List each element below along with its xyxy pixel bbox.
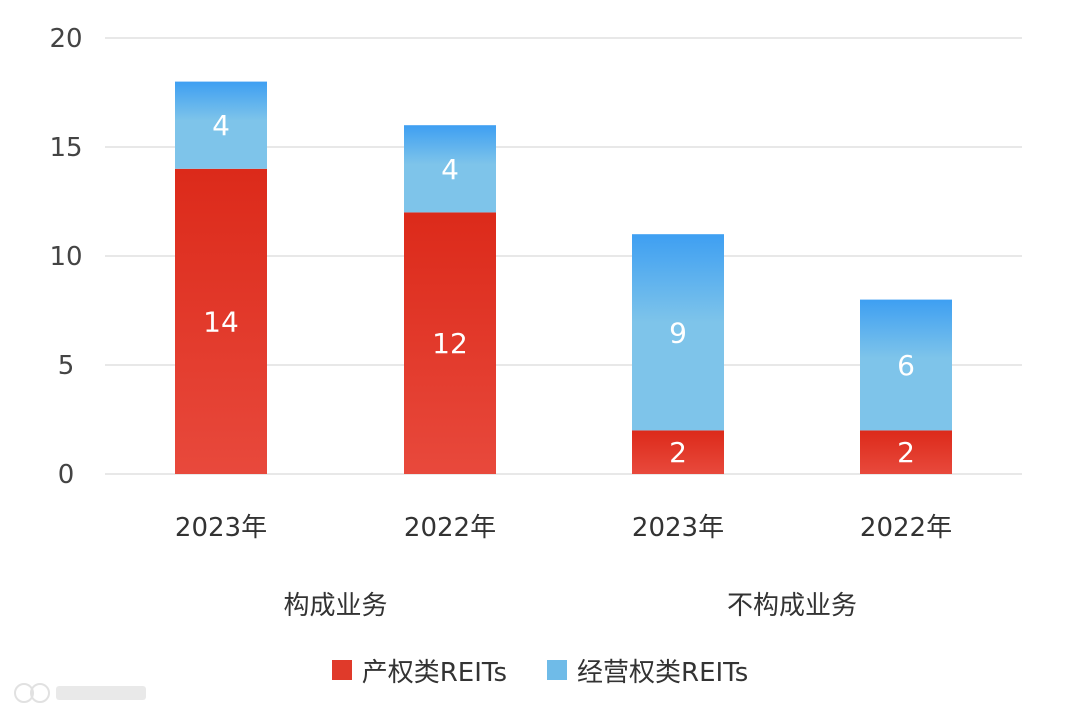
legend-label-property: 产权类REITs [361,657,507,688]
legend-label-operating: 经营权类REITs [577,657,749,688]
data-label-property-1: 12 [432,327,468,360]
brand-logo-icon [14,683,146,703]
data-label-operating-0: 4 [212,109,230,142]
bar-property-2 [632,430,724,474]
bar-operating-3 [860,299,952,431]
x-axis: 2023年 2022年 2023年 2022年 [175,513,952,543]
data-label-operating-1: 4 [441,153,459,186]
x-category-label-2: 2023年 [632,513,724,543]
stacked-bar-chart: 0 5 10 15 20 14 4 12 4 2 9 2 6 2023年 2022年 2023年 2022年… [49,24,1022,621]
group-label-0: 构成业务 [283,591,387,621]
x-category-label-1: 2022年 [404,513,496,543]
legend: 产权类REITs 经营权类REITs [0,648,1080,692]
legend-item-property[interactable]: 产权类REITs [331,652,507,689]
data-label-operating-3: 6 [897,349,915,382]
y-tick-label-10: 10 [49,242,82,272]
bars: 14 4 12 4 2 9 2 6 [175,81,952,475]
bar-property-1 [404,212,496,474]
data-label-property-0: 14 [203,305,239,338]
data-label-property-3: 2 [897,436,915,469]
data-label-operating-2: 9 [669,316,687,349]
y-tick-label-20: 20 [49,24,82,54]
bar-operating-0 [175,81,267,169]
legend-item-operating[interactable]: 经营权类REITs [547,652,748,689]
y-tick-label-15: 15 [49,133,82,163]
x-category-label-0: 2023年 [175,513,267,543]
bar-property-3 [860,430,952,474]
x-category-label-3: 2022年 [860,513,952,543]
y-tick-label-0: 0 [58,460,75,490]
group-label-1: 不构成业务 [727,591,857,621]
group-labels: 构成业务 不构成业务 [283,591,857,621]
bar-operating-1 [404,125,496,213]
legend-swatch-blue [547,660,567,680]
y-axis: 0 5 10 15 20 [49,24,82,490]
bar-operating-2 [632,234,724,431]
legend-swatch-red [331,660,352,680]
y-tick-label-5: 5 [58,351,75,381]
data-label-property-2: 2 [669,436,687,469]
bar-property-0 [175,168,267,475]
